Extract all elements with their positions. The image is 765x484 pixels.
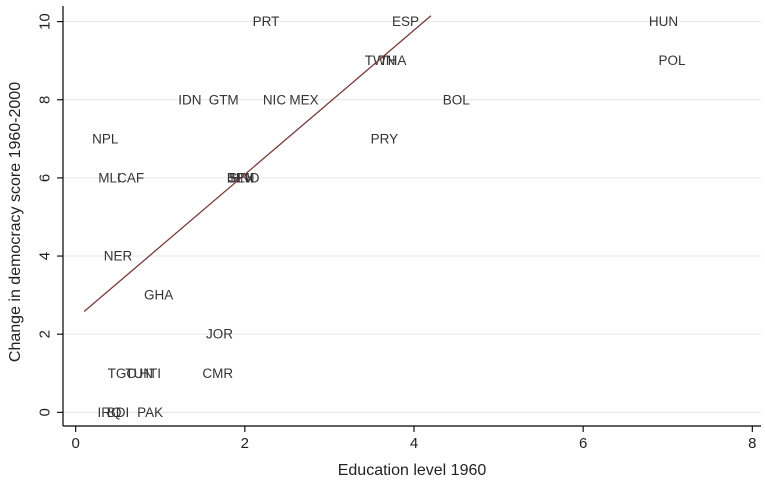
point-idn: IDN	[178, 92, 201, 107]
x-tick-label: 6	[579, 435, 587, 452]
point-jor: JOR	[206, 327, 233, 342]
y-tick-label: 0	[37, 408, 54, 416]
point-nic: NIC	[263, 92, 287, 107]
point-npl: NPL	[92, 131, 119, 146]
point-mli: MLI	[98, 170, 121, 185]
point-gtm: GTM	[209, 92, 239, 107]
point-ner: NER	[104, 249, 133, 264]
y-tick-label: 8	[37, 96, 54, 104]
x-tick-label: 8	[748, 435, 756, 452]
point-tun: TUN	[125, 366, 153, 381]
point-bdi: BDI	[107, 405, 130, 420]
point-esp: ESP	[392, 14, 419, 29]
point-cmr: CMR	[202, 366, 233, 381]
x-axis-title: Education level 1960	[338, 462, 487, 479]
fit-line	[83, 15, 432, 313]
point-tha: THA	[379, 53, 406, 68]
point-caf: CAF	[117, 170, 144, 185]
point-hnd: HND	[230, 170, 259, 185]
axis-ticks: 0 2 4 6 8 10 0 2 4 6 8	[37, 13, 757, 452]
point-pak: PAK	[137, 405, 163, 420]
x-tick-label: 0	[72, 435, 80, 452]
x-tick-label: 2	[241, 435, 249, 452]
point-prt: PRT	[253, 14, 280, 29]
point-mex: MEX	[289, 92, 318, 107]
y-tick-label: 2	[37, 330, 54, 338]
point-pol: POL	[658, 53, 686, 68]
y-tick-label: 4	[37, 252, 54, 260]
y-axis-title: Change in democracy score 1960-2000	[7, 82, 24, 362]
x-tick-label: 4	[410, 435, 418, 452]
point-bol: BOL	[443, 92, 471, 107]
point-twn: TWN	[365, 53, 396, 68]
point-tgo: TGO	[108, 366, 137, 381]
gridlines	[63, 21, 761, 413]
point-hun: HUN	[649, 14, 678, 29]
y-tick-label: 6	[37, 174, 54, 182]
point-pry: PRY	[371, 131, 399, 146]
point-irq: IRQ	[98, 405, 122, 420]
y-tick-label: 10	[37, 13, 54, 30]
point-hti: HTI	[139, 366, 161, 381]
point-gha: GHA	[144, 288, 173, 303]
